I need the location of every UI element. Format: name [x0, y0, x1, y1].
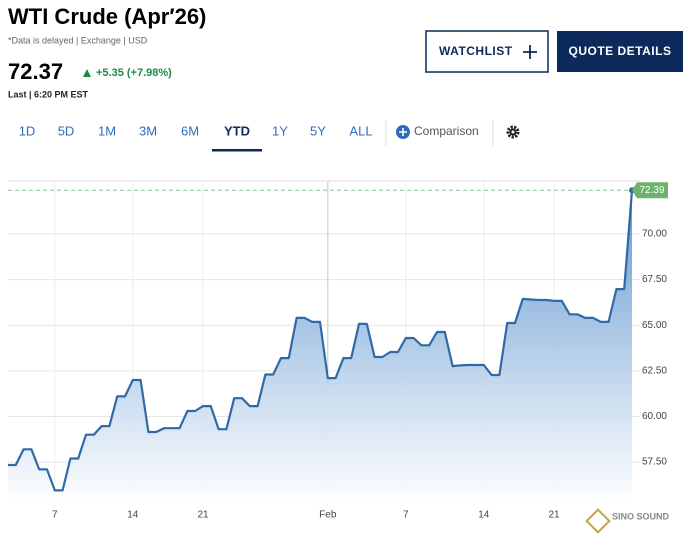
gear-hole: [511, 130, 515, 134]
last-updated: Last | 6:20 PM EST: [8, 89, 89, 99]
watchlist-button[interactable]: WATCHLIST: [425, 30, 549, 73]
range-tab[interactable]: YTD: [224, 123, 250, 138]
range-tab[interactable]: 1M: [98, 123, 116, 138]
quote-details-button[interactable]: QUOTE DETAILS: [557, 31, 683, 72]
y-tick-label: 67.50: [642, 274, 667, 285]
area-fill: [8, 190, 632, 506]
quote-details-label: QUOTE DETAILS: [569, 44, 672, 58]
price: 72.37: [8, 59, 63, 84]
plus-icon: [523, 45, 537, 59]
chart: 57.50 60.00 62.50 65.00 67.50 70.00 7 14 21 Feb 7 1…: [8, 180, 668, 521]
watchlist-label: WATCHLIST: [439, 44, 513, 58]
range-tab[interactable]: 5Y: [310, 123, 326, 138]
y-tick-label: 60.00: [642, 411, 667, 422]
range-tab[interactable]: 1D: [19, 123, 36, 138]
comparison-button[interactable]: Comparison: [396, 124, 479, 139]
gear-teeth: [506, 125, 520, 139]
x-tick-label: 14: [478, 510, 490, 521]
range-tabs: 1D 5D 1M 3M 6M YTD 1Y 5Y ALL: [19, 123, 373, 152]
x-tick-label: 21: [197, 510, 209, 521]
settings-button[interactable]: [506, 125, 520, 139]
x-tick-label: 14: [127, 510, 139, 521]
y-tick-label: 57.50: [642, 457, 667, 468]
comparison-plus: [399, 128, 407, 136]
price-line: [8, 190, 634, 492]
x-tick-label: 7: [52, 510, 58, 521]
last-value-label: 72.39: [639, 185, 664, 196]
title: WTI Crude (Apr′26): [8, 4, 206, 29]
y-tick-label: 65.00: [642, 320, 667, 331]
quote-details-box: [557, 31, 683, 72]
range-tab[interactable]: ALL: [349, 123, 372, 138]
up-arrow: [83, 69, 91, 77]
range-tab[interactable]: 3M: [139, 123, 157, 138]
watermark-text: SINO SOUND: [612, 511, 670, 521]
range-tab[interactable]: 1Y: [272, 123, 288, 138]
subtitle: *Data is delayed | Exchange | USD: [8, 35, 148, 45]
y-tick-label: 62.50: [642, 365, 667, 376]
y-tick-label: 70.00: [642, 229, 667, 240]
x-tick-label: 7: [403, 510, 409, 521]
active-underline: [212, 149, 262, 152]
price-change: +5.35 (+7.98%): [96, 67, 172, 79]
x-tick-label: Feb: [319, 510, 337, 521]
range-tab[interactable]: 6M: [181, 123, 199, 138]
comparison-label: Comparison: [414, 124, 479, 138]
range-tab[interactable]: 5D: [58, 123, 75, 138]
watermark: SINO SOUND: [585, 508, 670, 534]
x-tick-label: 21: [548, 510, 560, 521]
watermark-logo: [585, 508, 611, 534]
last-value-badge: [632, 182, 668, 199]
